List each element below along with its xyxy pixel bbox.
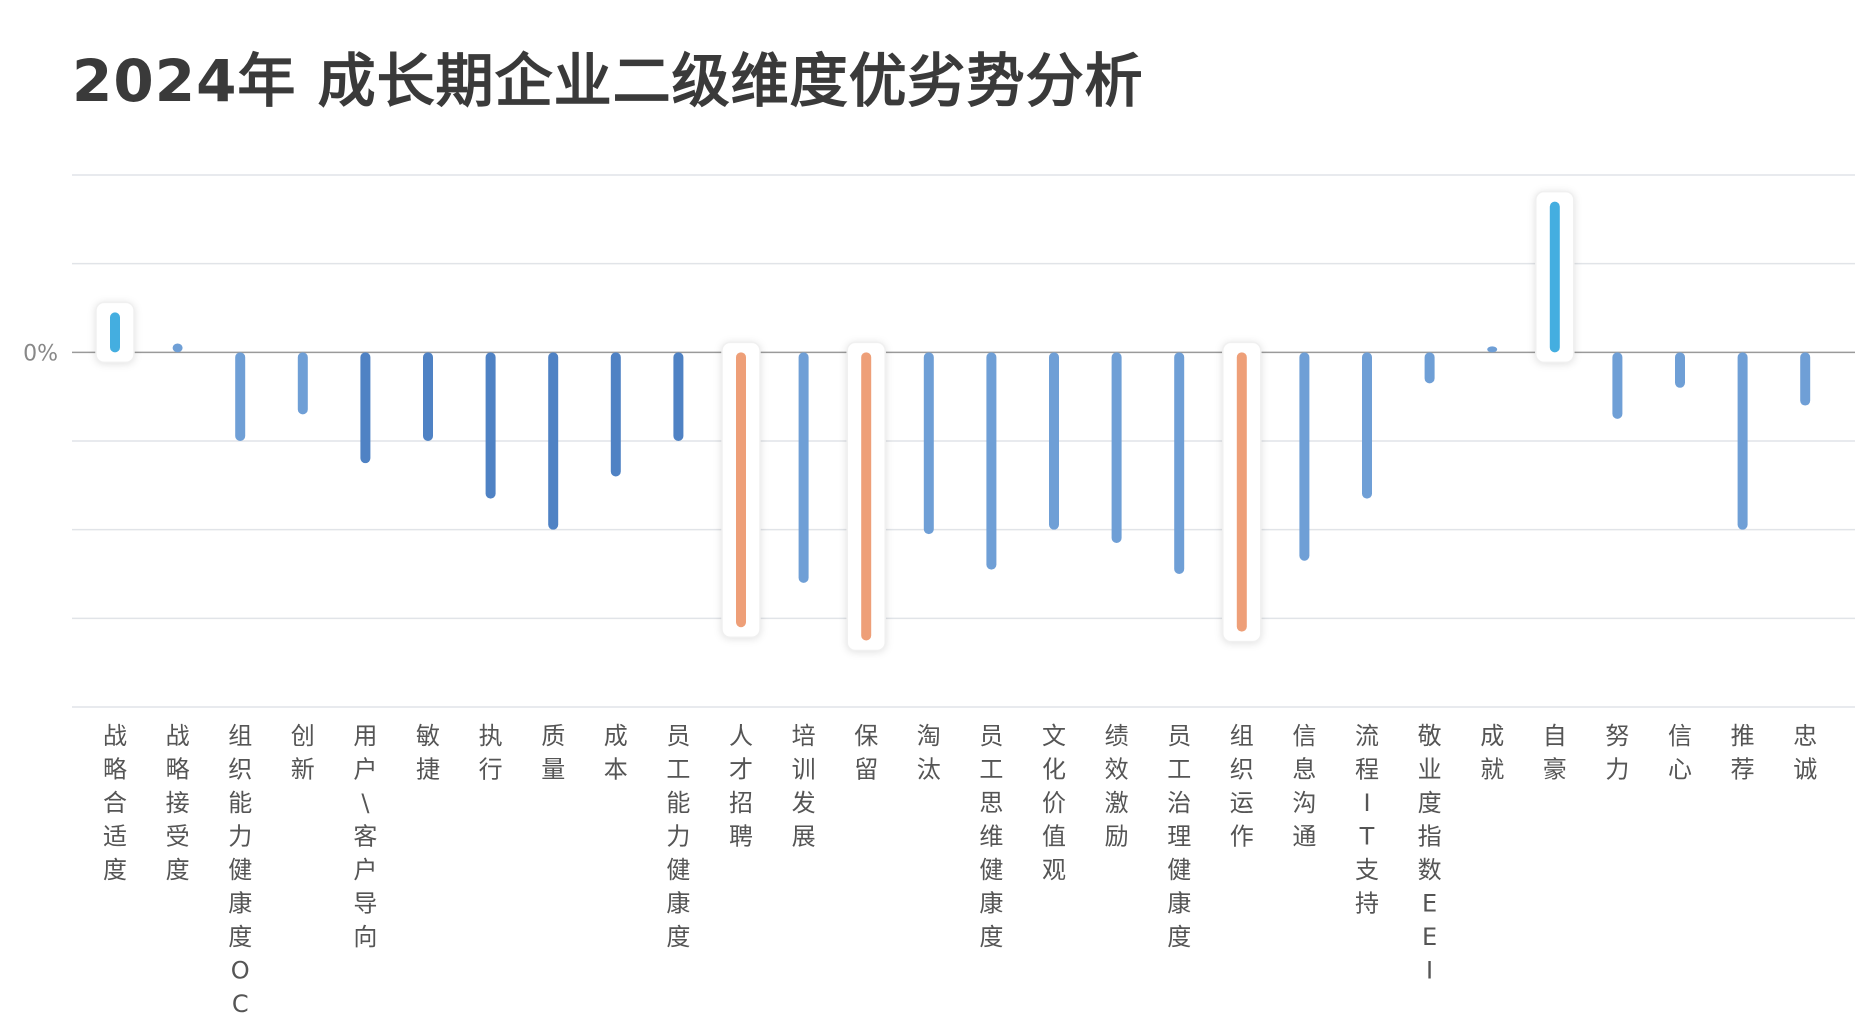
- bar: [360, 352, 371, 464]
- category-label: 忠诚: [1793, 722, 1817, 784]
- bar: [1236, 352, 1247, 632]
- category-label: 创新: [291, 722, 315, 784]
- category-label: 淘汰: [917, 722, 941, 784]
- bar: [110, 312, 120, 353]
- bar: [172, 343, 183, 353]
- category-label: 战略合适度: [103, 722, 127, 884]
- bar: [235, 352, 246, 441]
- category-label: 组织运作: [1230, 722, 1254, 851]
- category-label: 成本: [604, 722, 628, 784]
- bar: [1675, 352, 1685, 388]
- category-label: 推荐: [1731, 722, 1755, 784]
- bar: [798, 352, 809, 583]
- bar: [1800, 352, 1811, 406]
- category-label: 成就: [1480, 722, 1504, 784]
- bar: [1299, 352, 1310, 561]
- bar: [548, 352, 559, 530]
- chart-title: 2024年 成长期企业二级维度优劣势分析: [72, 47, 1144, 115]
- bar: [1424, 352, 1435, 384]
- category-label: 文化价值观: [1042, 722, 1066, 884]
- bar: [1362, 352, 1372, 499]
- category-label: 员工能力健康度: [666, 722, 690, 951]
- bar: [1612, 352, 1623, 419]
- bar: [485, 352, 496, 499]
- category-label: 信息沟通: [1292, 722, 1316, 851]
- category-label: 绩效激励: [1105, 722, 1129, 851]
- category-label: 人才招聘: [729, 722, 753, 851]
- category-label: 执行: [479, 722, 503, 784]
- category-label: 战略接受度: [166, 722, 190, 884]
- category-label: 用户\客户导向: [353, 722, 377, 951]
- bar: [1487, 346, 1498, 353]
- bar: [1174, 352, 1185, 574]
- category-label: 员工思维健康度: [979, 722, 1003, 951]
- bar: [610, 352, 621, 477]
- bar: [297, 352, 308, 415]
- bar: [986, 352, 997, 570]
- y-tick-label: 0%: [23, 341, 58, 366]
- category-label: 保留: [854, 722, 878, 784]
- category-label: 敬业度指数 E E I: [1418, 722, 1442, 985]
- category-label: 流程 I T 支持: [1355, 722, 1379, 918]
- bar: [1111, 352, 1122, 543]
- bar: [673, 352, 684, 441]
- category-label: 质量: [541, 722, 565, 784]
- category-label: 培训发展: [792, 722, 816, 851]
- category-label: 努力: [1605, 722, 1629, 784]
- category-label: 自豪: [1543, 722, 1567, 784]
- category-label: 员工治理健康度: [1167, 722, 1191, 951]
- category-label: 组织能力健康度OCI: [228, 722, 252, 1017]
- bar: [923, 352, 934, 535]
- category-label: 信心: [1668, 722, 1692, 784]
- bar: [1049, 352, 1059, 530]
- bar: [423, 352, 433, 441]
- bar: [1737, 352, 1748, 530]
- bar: [736, 352, 746, 628]
- category-label: 敏捷: [416, 722, 440, 784]
- bar: [861, 352, 872, 641]
- bar: [1549, 201, 1560, 353]
